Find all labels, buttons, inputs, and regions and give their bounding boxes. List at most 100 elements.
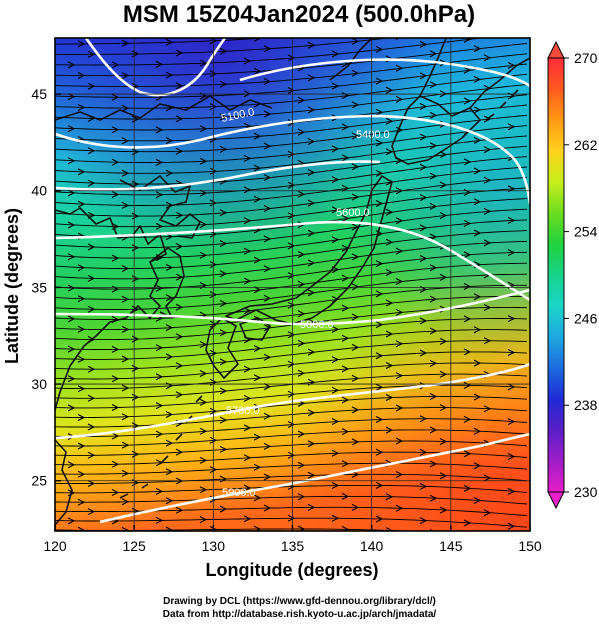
wind-arrow xyxy=(209,261,218,269)
wind-arrow xyxy=(419,194,428,202)
wind-arrow xyxy=(287,301,296,309)
y-tick-label: 40 xyxy=(31,183,47,199)
wind-arrow xyxy=(263,110,272,118)
wind-arrow xyxy=(121,413,130,421)
wind-arrow xyxy=(351,101,360,109)
wind-arrow xyxy=(155,60,164,68)
wind-arrow xyxy=(111,158,120,166)
x-axis: 120 125 130 135 140 145 150 xyxy=(43,525,542,554)
wind-arrow xyxy=(351,223,360,231)
wind-arrow xyxy=(473,497,482,504)
colorbar: 270 262 254 246 238 230 xyxy=(547,40,598,510)
wind-arrow xyxy=(219,80,228,88)
wind-arrow xyxy=(243,515,252,523)
y-tick-label: 45 xyxy=(31,86,47,102)
streamline xyxy=(55,329,528,360)
wind-arrow xyxy=(429,494,438,502)
wind-arrow xyxy=(297,430,306,438)
wind-arrow xyxy=(307,138,316,145)
wind-arrow xyxy=(243,365,252,373)
wind-arrow xyxy=(375,383,384,391)
wind-arrow xyxy=(463,66,472,74)
contour-label-5900: 5900.0 xyxy=(222,487,256,499)
wind-arrow xyxy=(263,442,272,450)
wind-arrow xyxy=(287,360,296,368)
wind-arrow xyxy=(385,394,394,401)
wind-arrow xyxy=(341,304,350,312)
wind-arrow xyxy=(209,199,218,207)
wind-arrow xyxy=(175,82,184,90)
colorbar-tick-label: 254 xyxy=(574,224,598,240)
wind-arrow xyxy=(67,315,76,323)
contour-5600b xyxy=(239,58,530,88)
wind-arrow xyxy=(121,39,130,47)
wind-arrow xyxy=(331,386,340,394)
wind-arrow xyxy=(297,461,306,469)
wind-arrow xyxy=(341,525,350,531)
wind-arrow xyxy=(429,426,438,434)
wind-arrow xyxy=(307,41,316,49)
wind-arrow xyxy=(429,327,438,335)
wind-arrow xyxy=(463,283,472,290)
wind-arrow xyxy=(263,142,272,150)
wind-arrow xyxy=(375,416,384,423)
wind-arrow xyxy=(243,186,252,194)
wind-arrow xyxy=(67,284,76,292)
wind-arrow xyxy=(111,375,120,383)
wind-arrow xyxy=(175,115,184,123)
wind-arrow xyxy=(307,409,316,417)
wind-arrow xyxy=(297,280,306,288)
wind-arrow xyxy=(253,433,262,441)
wind-arrow xyxy=(341,334,350,342)
wind-arrow xyxy=(439,151,448,159)
wind-arrow xyxy=(463,450,472,458)
wind-arrow xyxy=(287,331,296,339)
colorbar-tick-label: 230 xyxy=(574,484,598,500)
wind-arrow xyxy=(385,362,394,369)
wind-arrow xyxy=(121,72,130,80)
wind-arrow xyxy=(375,108,384,116)
wind-arrow xyxy=(331,418,340,425)
wind-arrow xyxy=(375,481,384,489)
wind-arrow xyxy=(219,209,228,217)
wind-arrow xyxy=(175,49,184,57)
wind-arrow xyxy=(351,163,360,171)
wind-arrow xyxy=(351,132,360,140)
wind-arrow xyxy=(175,391,184,399)
wind-arrow xyxy=(385,178,394,186)
wind-arrow xyxy=(209,291,218,299)
wind-arrow xyxy=(385,493,394,501)
wind-arrow xyxy=(375,260,384,268)
wind-arrow xyxy=(87,82,96,90)
wind-arrow xyxy=(419,415,428,423)
wind-arrow xyxy=(77,470,86,478)
wind-arrow xyxy=(307,348,316,356)
wind-arrow xyxy=(351,283,360,291)
wind-arrow xyxy=(484,24,490,30)
wind-arrow xyxy=(67,93,76,101)
wind-arrow xyxy=(463,415,472,423)
wind-arrow xyxy=(77,40,86,48)
wind-arrow xyxy=(87,211,96,219)
streamline xyxy=(55,295,528,331)
wind-arrow xyxy=(341,214,350,222)
streamline xyxy=(55,219,528,259)
wind-arrow xyxy=(473,326,482,334)
wind-arrow xyxy=(155,373,164,381)
wind-arrow xyxy=(473,75,482,83)
wind-arrow xyxy=(463,381,472,389)
wind-arrow xyxy=(439,370,448,378)
colorbar-tick-label: 246 xyxy=(574,310,598,326)
wind-arrow xyxy=(199,341,208,348)
wind-arrow xyxy=(253,100,262,108)
wind-arrow xyxy=(375,169,384,177)
wind-arrow xyxy=(375,448,384,456)
wind-arrow xyxy=(395,340,404,348)
wind-arrow xyxy=(385,426,394,434)
wind-arrow xyxy=(429,233,438,241)
contour-5600 xyxy=(55,160,381,191)
wind-arrow xyxy=(199,427,208,435)
wind-arrow xyxy=(165,468,174,476)
wind-arrow xyxy=(111,345,120,353)
wind-arrow xyxy=(111,93,120,101)
